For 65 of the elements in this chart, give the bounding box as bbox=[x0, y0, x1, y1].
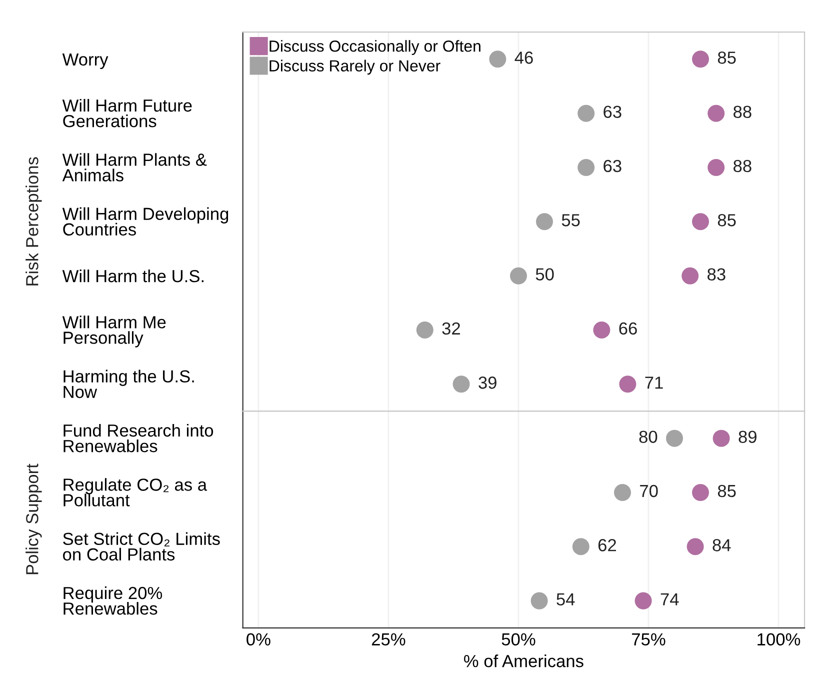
y-tick-label: Worry bbox=[62, 54, 108, 70]
point bbox=[489, 50, 506, 68]
data-label: 88 bbox=[734, 160, 752, 172]
point bbox=[452, 376, 470, 393]
y-tick-label: Set Strict CO₂ Limits on Coal Plants bbox=[63, 532, 220, 561]
data-label: 62 bbox=[598, 539, 616, 552]
point bbox=[536, 213, 553, 230]
point bbox=[682, 267, 699, 284]
y-tick-label: Will Harm Future Generations bbox=[62, 98, 192, 128]
data-label: 85 bbox=[718, 214, 736, 226]
data-label: 85 bbox=[718, 52, 736, 64]
point bbox=[510, 267, 527, 284]
data-label: 88 bbox=[734, 106, 752, 118]
point bbox=[686, 538, 704, 556]
data-label: 70 bbox=[640, 484, 658, 498]
point bbox=[578, 158, 595, 176]
point bbox=[593, 321, 610, 338]
point bbox=[416, 321, 434, 338]
data-label: 66 bbox=[619, 322, 637, 335]
y-tick-label: Harming the U.S. Now bbox=[64, 370, 194, 398]
data-label: 54 bbox=[556, 593, 575, 606]
point bbox=[619, 376, 636, 393]
data-label: 89 bbox=[738, 430, 756, 443]
y-tick-label: Will Harm Me Personally bbox=[62, 316, 166, 348]
data-label: 74 bbox=[660, 593, 679, 606]
point bbox=[614, 484, 632, 501]
y-tick-label: Regulate CO₂ as a Pollutant bbox=[64, 478, 208, 506]
x-axis-title: % of Americans bbox=[464, 654, 584, 668]
y-axis-title: Risk Perceptions bbox=[26, 157, 42, 286]
x-tick-label: 25% bbox=[372, 633, 406, 646]
legend-label: Discuss Occasionally or Often bbox=[270, 40, 480, 55]
x-tick-label: 50% bbox=[502, 633, 536, 646]
y-tick-label: Require 20% Renewables bbox=[64, 586, 162, 615]
point bbox=[692, 484, 710, 501]
data-label: 71 bbox=[645, 376, 663, 389]
point bbox=[712, 430, 730, 447]
legend-label: Discuss Rarely or Never bbox=[270, 60, 440, 75]
x-tick-label: 75% bbox=[632, 633, 666, 646]
data-label: 80 bbox=[639, 430, 658, 443]
data-label: 85 bbox=[718, 484, 736, 498]
x-tick-label: 100% bbox=[758, 633, 800, 646]
x-tick-label: 0% bbox=[246, 633, 270, 646]
point bbox=[666, 430, 684, 447]
y-tick-label: Will Harm Developing Countries bbox=[62, 207, 228, 236]
point bbox=[708, 158, 725, 176]
data-label: 55 bbox=[562, 214, 580, 226]
point bbox=[572, 538, 590, 556]
point bbox=[708, 104, 725, 122]
data-label: 50 bbox=[536, 268, 554, 280]
point bbox=[578, 104, 595, 122]
y-tick-label: Fund Research into Renewables bbox=[64, 424, 214, 452]
y-axis-title: Policy Support bbox=[26, 464, 42, 574]
point bbox=[530, 592, 548, 610]
data-label: 32 bbox=[442, 322, 460, 335]
data-label: 84 bbox=[712, 539, 731, 552]
point bbox=[692, 50, 710, 68]
data-label: 63 bbox=[604, 106, 622, 118]
data-label: 46 bbox=[514, 52, 533, 64]
y-tick-label: Will Harm Plants & Animals bbox=[62, 153, 207, 182]
point bbox=[692, 213, 710, 230]
data-label: 39 bbox=[478, 376, 496, 389]
point bbox=[634, 592, 652, 610]
y-tick-label: Will Harm the U.S. bbox=[62, 270, 204, 282]
data-label: 63 bbox=[604, 160, 622, 172]
data-label: 83 bbox=[708, 268, 726, 280]
